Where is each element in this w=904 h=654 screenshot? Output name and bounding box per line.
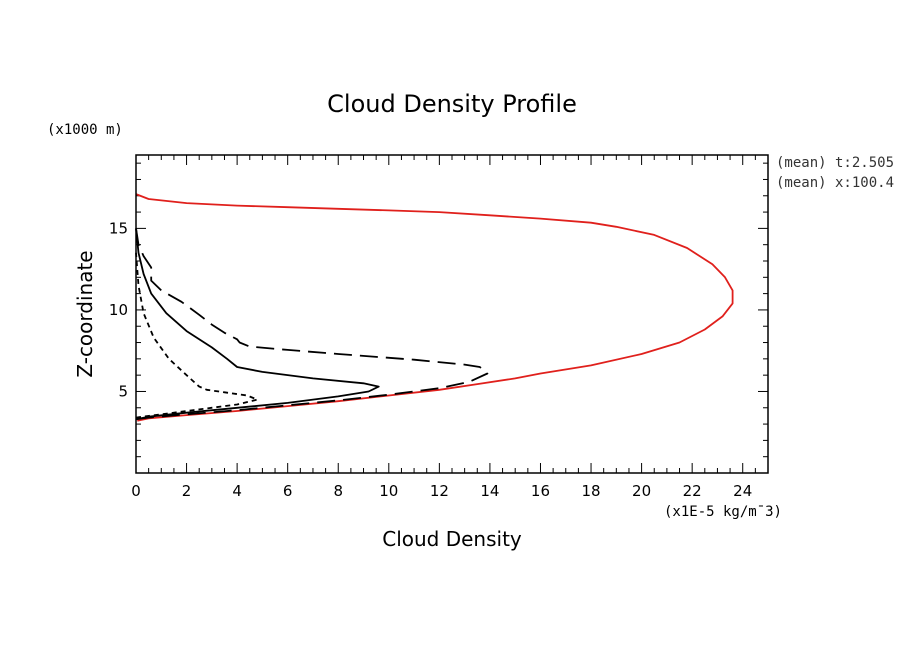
- series-line-3: [135, 228, 380, 421]
- y-unit-label: (x1000 m): [47, 122, 123, 138]
- annotation-mean-t: (mean) t:2.505: [776, 155, 894, 171]
- y-tick-label: 5: [118, 382, 128, 400]
- series-line-1: [135, 193, 734, 422]
- x-tick-label: 18: [581, 482, 600, 500]
- x-tick-label: 4: [232, 482, 242, 500]
- x-axis-label: Cloud Density: [382, 527, 522, 551]
- chart-title: Cloud Density Profile: [327, 90, 577, 118]
- y-tick-label: 10: [109, 301, 128, 319]
- plot-frame: [135, 154, 769, 474]
- x-unit-label: (x1E-5 kg/m¯3): [664, 504, 782, 520]
- x-tick-label: 0: [131, 482, 141, 500]
- x-tick-label: 22: [683, 482, 702, 500]
- x-tick-label: 16: [531, 482, 550, 500]
- x-tick-label: 24: [733, 482, 752, 500]
- x-tick-label: 12: [430, 482, 449, 500]
- x-tick-label: 8: [333, 482, 343, 500]
- x-tick-label: 6: [283, 482, 293, 500]
- x-tick-label: 20: [632, 482, 651, 500]
- y-axis-label: Z-coordinate: [73, 250, 97, 377]
- x-tick-label: 2: [182, 482, 192, 500]
- annotation-mean-x: (mean) x:100.4: [776, 175, 894, 191]
- x-tick-label: 14: [480, 482, 499, 500]
- series-line-4: [135, 252, 259, 419]
- series-line-2: [135, 228, 489, 421]
- y-tick-label: 15: [109, 219, 128, 237]
- x-tick-label: 10: [379, 482, 398, 500]
- series-layer: [135, 193, 734, 422]
